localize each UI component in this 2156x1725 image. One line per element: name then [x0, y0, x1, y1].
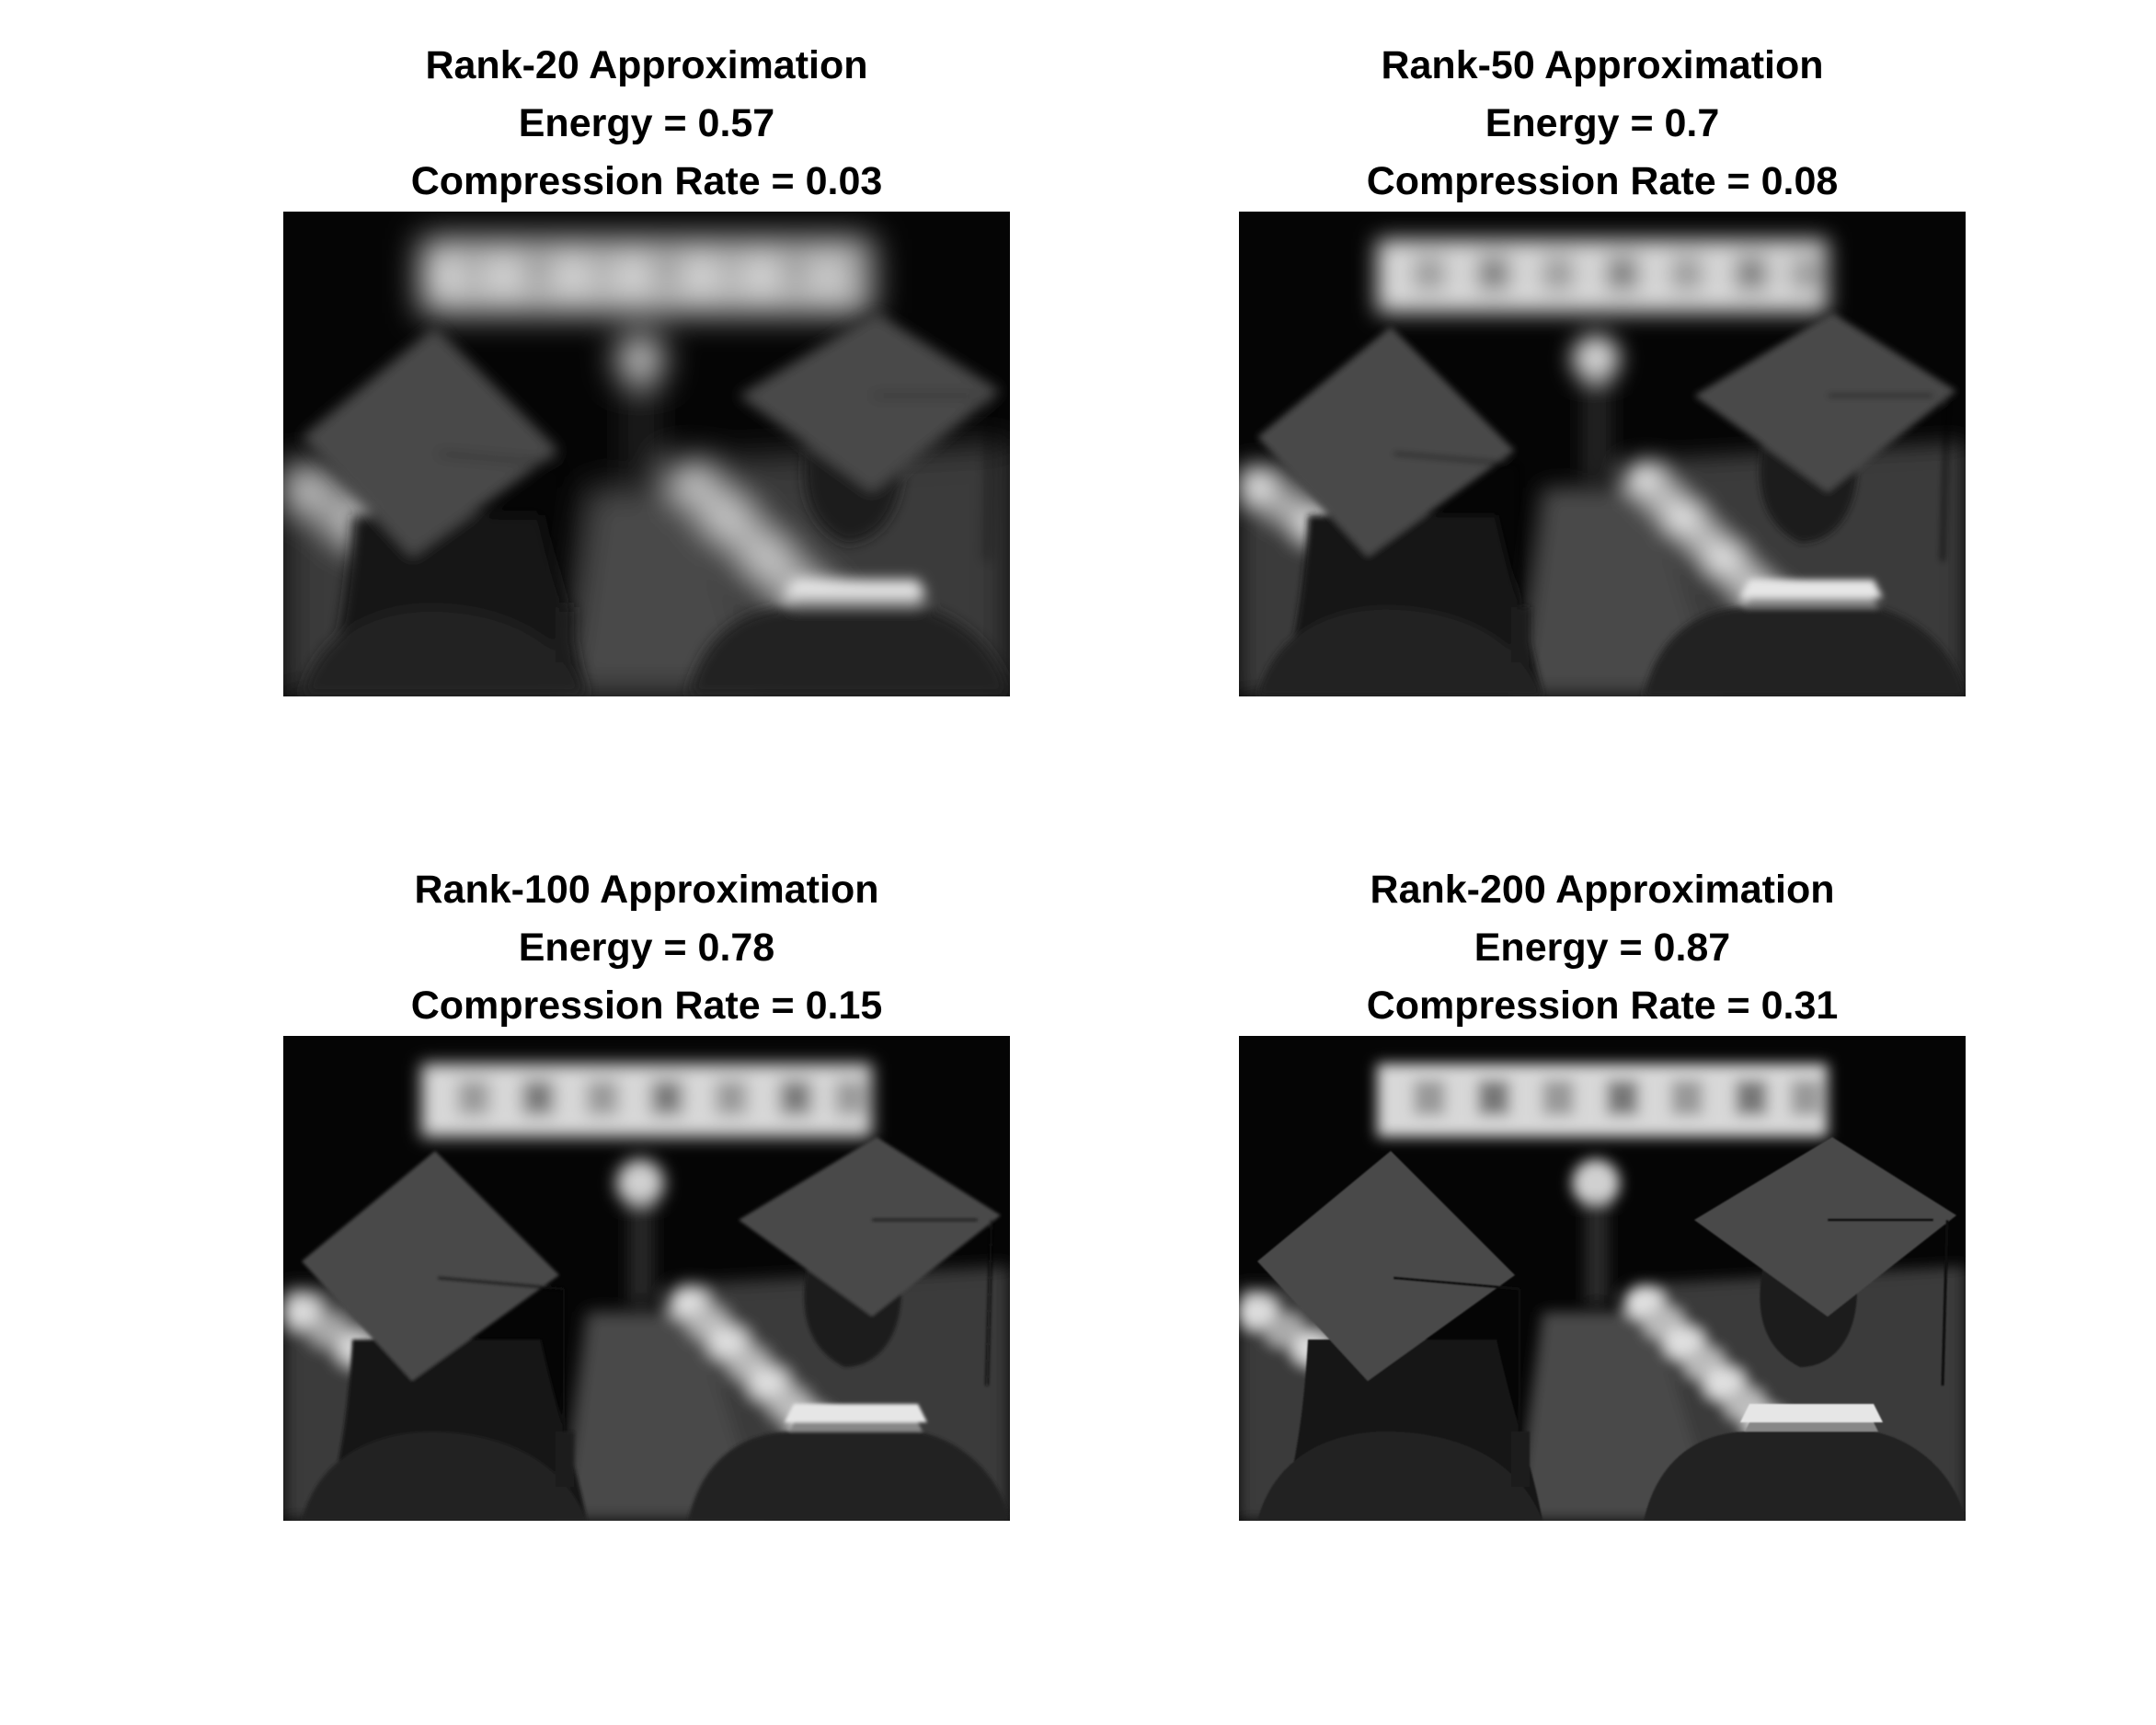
panel-title-energy: Energy = 0.57 — [518, 101, 775, 145]
panel-title-compression: Compression Rate = 0.15 — [410, 983, 883, 1028]
panel-rank-200: Rank-200 Approximation Energy = 0.87 Com… — [1239, 861, 1966, 1521]
approximation-image — [1239, 1036, 1966, 1521]
panel-title-rank: Rank-100 Approximation — [414, 868, 879, 912]
panel-title-energy: Energy = 0.87 — [1474, 926, 1731, 970]
approximation-image — [1239, 212, 1966, 696]
panel-title-compression: Compression Rate = 0.31 — [1366, 983, 1839, 1028]
panel-title: Rank-200 Approximation Energy = 0.87 Com… — [1239, 861, 1966, 1035]
panel-title: Rank-50 Approximation Energy = 0.7 Compr… — [1239, 37, 1966, 211]
panel-title-energy: Energy = 0.7 — [1485, 101, 1720, 145]
approximation-image — [283, 212, 1010, 696]
panel-title-energy: Energy = 0.78 — [518, 926, 775, 970]
approximation-image — [283, 1036, 1010, 1521]
panel-rank-20: Rank-20 Approximation Energy = 0.57 Comp… — [283, 37, 1010, 696]
panel-title-compression: Compression Rate = 0.08 — [1366, 159, 1839, 203]
panel-title: Rank-100 Approximation Energy = 0.78 Com… — [283, 861, 1010, 1035]
panel-rank-100: Rank-100 Approximation Energy = 0.78 Com… — [283, 861, 1010, 1521]
panel-title-compression: Compression Rate = 0.03 — [410, 159, 883, 203]
panel-rank-50: Rank-50 Approximation Energy = 0.7 Compr… — [1239, 37, 1966, 696]
panel-title-rank: Rank-200 Approximation — [1370, 868, 1835, 912]
panel-title-rank: Rank-20 Approximation — [425, 43, 868, 87]
panel-title-rank: Rank-50 Approximation — [1381, 43, 1824, 87]
panel-title: Rank-20 Approximation Energy = 0.57 Comp… — [283, 37, 1010, 211]
